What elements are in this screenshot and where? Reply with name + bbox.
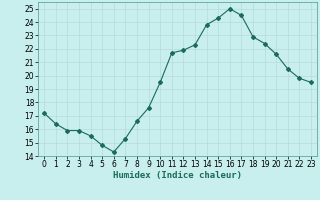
X-axis label: Humidex (Indice chaleur): Humidex (Indice chaleur) bbox=[113, 171, 242, 180]
